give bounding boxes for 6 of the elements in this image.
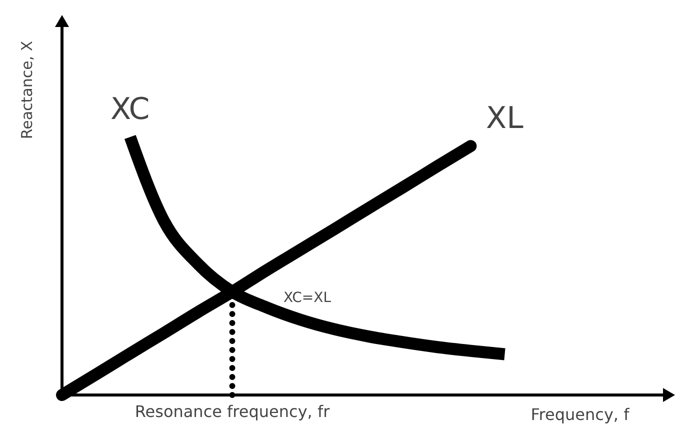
y-axis-title: Reactance, X xyxy=(18,40,36,140)
series-label: XL xyxy=(486,101,524,136)
series-label: XC xyxy=(110,92,150,127)
text: Resonance frequency, fr xyxy=(134,402,330,421)
x-axis-title: Frequency, f xyxy=(530,405,630,424)
annotation: XC=XL xyxy=(284,290,332,306)
